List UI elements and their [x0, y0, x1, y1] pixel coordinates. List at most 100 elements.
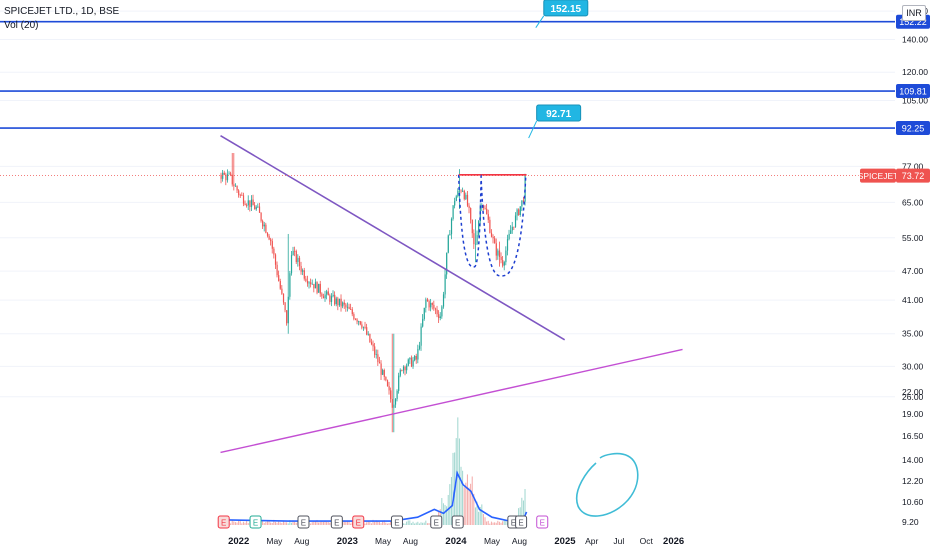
- volume-bar: [282, 520, 284, 525]
- volume-bar: [262, 519, 264, 525]
- volume-bar: [410, 523, 412, 525]
- time-axis-tick: Aug: [403, 536, 418, 546]
- currency-badge[interactable]: INR: [902, 5, 926, 21]
- candle-body: [481, 205, 483, 209]
- candle-body: [338, 298, 341, 306]
- earnings-event-marker[interactable]: E: [352, 515, 365, 529]
- earnings-event-marker[interactable]: E: [451, 515, 464, 529]
- volume-bar: [468, 487, 470, 525]
- volume-bar: [423, 522, 425, 525]
- candle-body: [369, 333, 371, 343]
- event-marker-letter: E: [511, 519, 516, 528]
- candle-body: [271, 241, 273, 249]
- descending-trendline: [220, 134, 566, 341]
- volume-bar: [479, 506, 481, 525]
- candle-body: [398, 375, 400, 391]
- volume-bar: [284, 522, 286, 525]
- candle-body: [262, 220, 264, 227]
- candle-body: [388, 386, 390, 391]
- volume-bar: [348, 521, 350, 525]
- candle-body: [290, 255, 293, 274]
- volume-bar: [473, 493, 475, 525]
- volume-bar: [425, 520, 427, 525]
- candle-body: [423, 307, 425, 319]
- candle-body: [230, 173, 232, 175]
- candle-body: [502, 259, 504, 266]
- candle-body: [340, 298, 342, 307]
- volume-bar: [266, 521, 268, 525]
- candle-body: [234, 186, 237, 187]
- candle-body: [306, 280, 309, 284]
- candle-body: [263, 224, 265, 227]
- volume-bar: [313, 521, 315, 525]
- candle-body: [332, 294, 334, 297]
- volume-bar: [450, 477, 452, 525]
- volume-indicator-label[interactable]: Vol (20): [4, 20, 39, 31]
- candle-body: [513, 226, 515, 228]
- candle-body: [374, 346, 376, 355]
- volume-bar: [279, 522, 281, 525]
- earnings-event-marker[interactable]: E: [515, 515, 528, 529]
- level-price-label: 109.81: [899, 87, 927, 97]
- level-price-box: [896, 84, 930, 99]
- volume-bar: [524, 489, 526, 525]
- earnings-event-marker[interactable]: E: [217, 515, 230, 529]
- volume-bar: [489, 523, 491, 525]
- volume-bar: [487, 520, 489, 525]
- candle-body: [281, 288, 283, 294]
- target-callout-box: [536, 104, 582, 122]
- candle-body: [522, 200, 525, 202]
- candle-body: [466, 194, 469, 206]
- candle-body: [468, 205, 470, 209]
- candle-body: [390, 390, 392, 400]
- candle-body: [508, 233, 510, 240]
- candle-body: [289, 273, 291, 297]
- volume-bar: [406, 521, 408, 525]
- price-axis-tick: 14.00: [902, 455, 924, 465]
- event-marker-box: [297, 515, 310, 529]
- candle-body: [380, 363, 382, 375]
- candle-body: [220, 174, 222, 179]
- volume-bar: [418, 523, 420, 525]
- earnings-event-marker[interactable]: E: [430, 515, 443, 529]
- event-marker-letter: E: [301, 519, 306, 528]
- volume-bar: [314, 521, 316, 525]
- candle-body: [254, 205, 256, 210]
- volume-bar: [385, 522, 387, 525]
- volume-bar: [402, 523, 404, 525]
- earnings-event-marker[interactable]: E: [536, 515, 549, 529]
- candle-body: [422, 318, 424, 327]
- candle-body: [383, 370, 385, 377]
- event-marker-letter: E: [253, 519, 258, 528]
- candle-body: [361, 324, 363, 328]
- time-axis-tick: Apr: [585, 536, 598, 546]
- time-axis-tick: 2025: [554, 536, 576, 547]
- earnings-event-marker[interactable]: E: [390, 515, 403, 529]
- earnings-event-marker[interactable]: E: [249, 515, 262, 529]
- earnings-event-marker[interactable]: E: [330, 515, 343, 529]
- time-axis-tick: 2022: [228, 536, 249, 547]
- price-axis-tick: 65.00: [902, 197, 924, 207]
- candle-body: [362, 326, 365, 328]
- volume-bar: [268, 521, 270, 525]
- earnings-event-marker[interactable]: E: [297, 515, 310, 529]
- event-marker-box: [352, 515, 365, 529]
- volume-bar: [230, 523, 232, 525]
- candle-body: [239, 194, 241, 196]
- time-axis-background: [0, 530, 932, 550]
- volume-bar: [442, 503, 444, 525]
- event-marker-letter: E: [540, 519, 545, 528]
- candle-body: [319, 283, 321, 294]
- volume-bar: [246, 521, 248, 525]
- event-marker-box: [217, 515, 230, 529]
- volume-bar: [426, 523, 428, 525]
- candle-body: [282, 293, 285, 303]
- candle-body: [505, 250, 507, 263]
- candle-body: [415, 355, 417, 360]
- candle-body: [273, 248, 275, 255]
- candle-body: [370, 342, 373, 345]
- candle-body: [322, 296, 325, 299]
- volume-bar: [457, 417, 459, 525]
- price-axis-tick: 12.20: [902, 476, 924, 486]
